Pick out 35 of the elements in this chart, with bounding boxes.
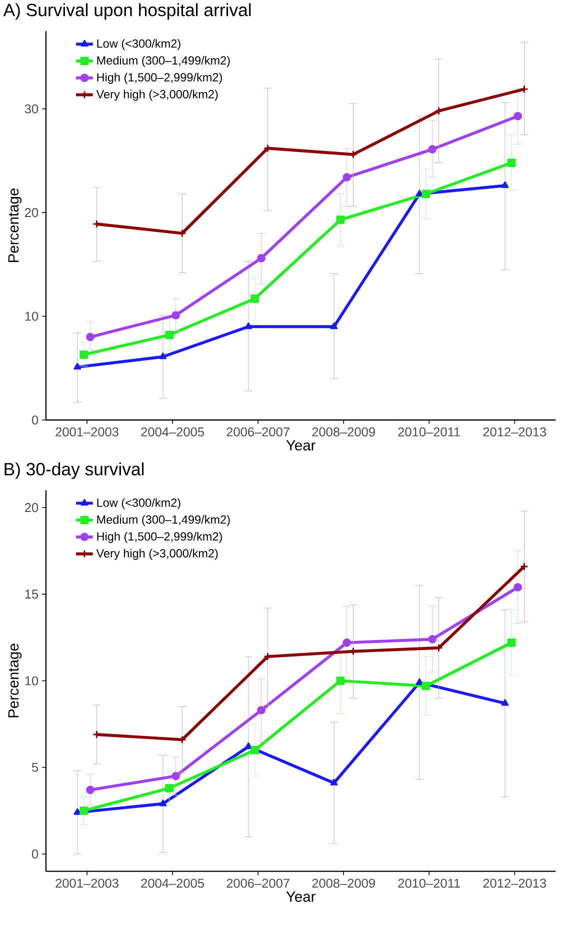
y-tick-label: 10 [25, 312, 38, 321]
legend-label: High (1,500–2,999/km2) [97, 72, 222, 84]
legend-label: Low (<300/km2) [97, 498, 180, 510]
legend-label: Medium (300–1,499/km2) [97, 56, 230, 67]
legend-label: Low (<300/km2) [97, 39, 180, 50]
y-tick-label: 30 [24, 104, 38, 114]
x-axis-title: Year [286, 440, 316, 450]
y-tick-label: 0 [32, 849, 38, 859]
y-axis-title: Percentage [8, 188, 22, 262]
x-tick-label: 2010–2011 [398, 427, 460, 436]
x-tick-label: 2010–2011 [398, 878, 460, 888]
x-tick-label: 2008–2009 [312, 427, 375, 436]
x-tick-label: 2004–2005 [141, 427, 204, 436]
y-tick-label: 20 [24, 208, 38, 218]
legend-label: Very high (>3,000/km2) [96, 90, 218, 101]
y-tick-label: 15 [25, 590, 38, 599]
legend-label: High (1,500–2,999/km2) [97, 532, 222, 543]
chart-title: B) 30-day survival [4, 462, 144, 479]
chart-title: A) Survival upon hospital arrival [3, 3, 250, 20]
y-tick-label: 0 [32, 415, 38, 425]
y-tick-label: 10 [25, 676, 38, 686]
x-tick-label: 2012–2013 [483, 427, 546, 436]
x-axis-title: Year [286, 892, 316, 902]
y-tick-label: 5 [32, 762, 38, 772]
x-tick-label: 2001–2003 [56, 427, 118, 436]
x-tick-label: 2012–2013 [483, 878, 546, 888]
y-axis-title: Percentage [8, 644, 22, 718]
y-tick-label: 20 [24, 503, 38, 512]
x-tick-label: 2006–2007 [226, 427, 290, 436]
x-tick-label: 2006–2007 [226, 878, 290, 888]
legend-label: Medium (300–1,499/km2) [97, 515, 230, 526]
x-tick-label: 2001–2003 [56, 878, 118, 888]
x-tick-label: 2008–2009 [312, 878, 375, 888]
legend-label: Very high (>3,000/km2) [96, 548, 218, 560]
x-tick-label: 2004–2005 [141, 878, 204, 888]
